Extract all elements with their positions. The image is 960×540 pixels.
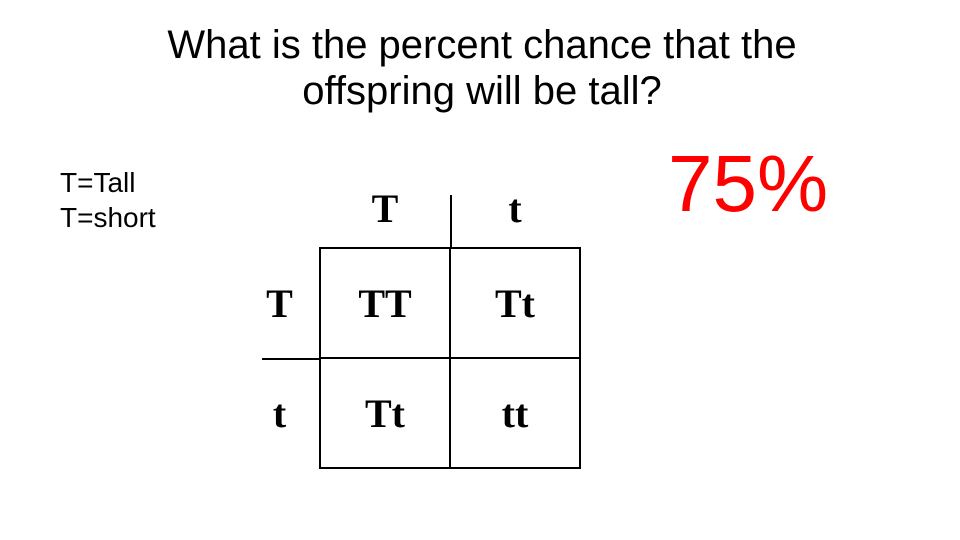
punnett-corner bbox=[240, 170, 320, 248]
allele-legend: T=Tall T=short bbox=[60, 165, 156, 235]
punnett-cell-2-1: Tt bbox=[320, 358, 450, 468]
punnett-square: T t T TT Tt t Tt tt bbox=[240, 170, 581, 469]
punnett-cell-1-1: TT bbox=[320, 248, 450, 358]
punnett-cell-1-2: Tt bbox=[450, 248, 580, 358]
punnett-cell-2-2: tt bbox=[450, 358, 580, 468]
punnett-table: T t T TT Tt t Tt tt bbox=[240, 170, 581, 469]
answer-percent: 75% bbox=[668, 138, 828, 230]
punnett-row-header-2: t bbox=[240, 358, 320, 468]
legend-line-1: T=Tall bbox=[60, 165, 156, 200]
punnett-col-header-1: T bbox=[320, 170, 450, 248]
punnett-col-header-2: t bbox=[450, 170, 580, 248]
question-title: What is the percent chance that the offs… bbox=[92, 22, 872, 114]
punnett-row-header-1: T bbox=[240, 248, 320, 358]
legend-line-2: T=short bbox=[60, 200, 156, 235]
